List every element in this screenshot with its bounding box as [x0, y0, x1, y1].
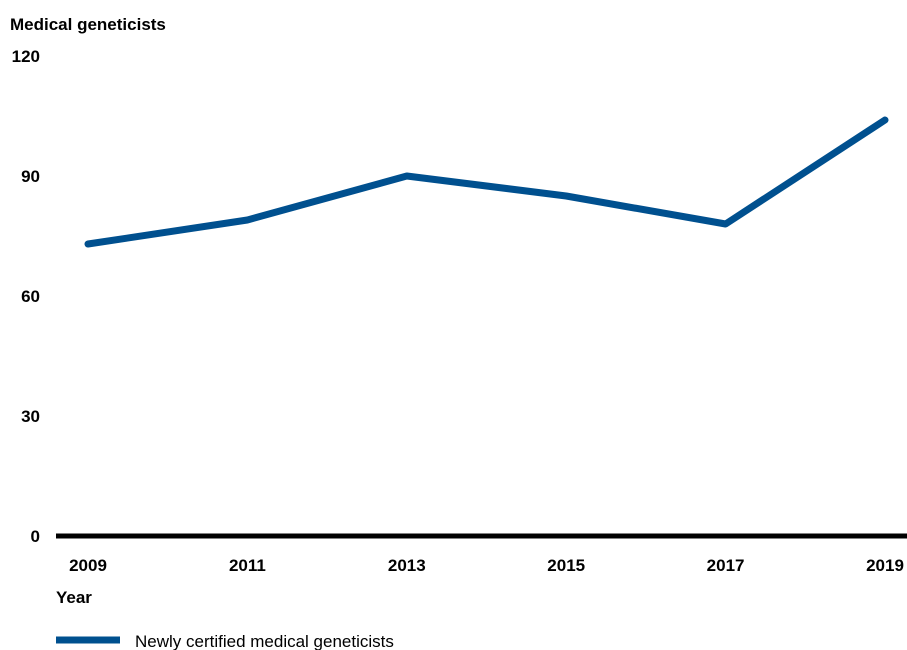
y-tick-labels: 0 30 60 90 120 [12, 47, 40, 546]
legend-label-newly-certified: Newly certified medical geneticists [135, 632, 394, 650]
x-tick-label: 2019 [866, 556, 904, 575]
y-tick-label: 30 [21, 407, 40, 426]
y-axis-title: Medical geneticists [10, 15, 166, 34]
x-tick-label: 2015 [547, 556, 585, 575]
y-tick-label: 120 [12, 47, 40, 66]
y-tick-label: 0 [31, 527, 40, 546]
x-tick-label: 2011 [229, 556, 266, 575]
legend: Newly certified medical geneticists [56, 632, 394, 650]
x-tick-label: 2017 [707, 556, 745, 575]
x-tick-labels: 2009 2011 2013 2015 2017 2019 [69, 556, 904, 575]
y-tick-label: 90 [21, 167, 40, 186]
x-tick-label: 2009 [69, 556, 107, 575]
series-layer [84, 116, 889, 248]
x-axis-title: Year [56, 588, 92, 607]
x-tick-label: 2013 [388, 556, 426, 575]
y-tick-label: 60 [21, 287, 40, 306]
series-line-0 [84, 116, 889, 248]
